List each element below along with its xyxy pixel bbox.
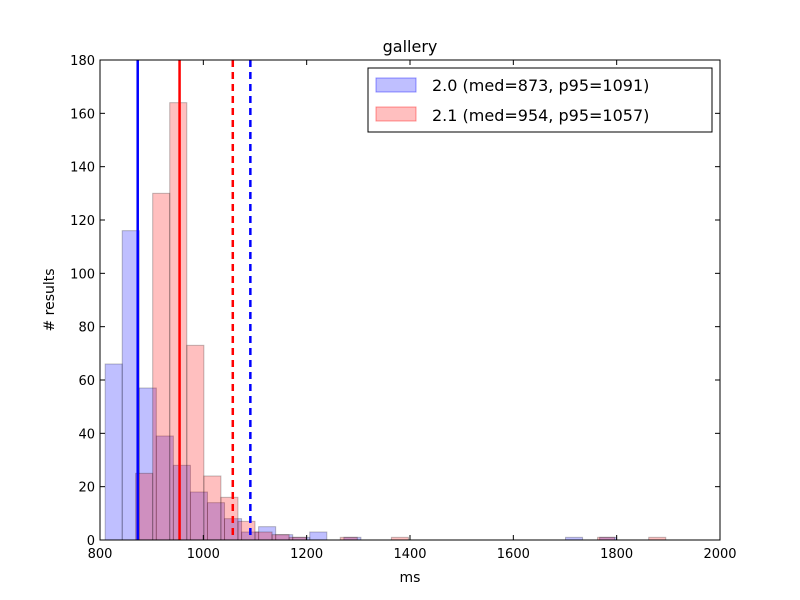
bar-2-1-8 [271,534,290,541]
legend-box [367,67,713,133]
x-tick-label: 1200 [290,547,323,562]
y-tick-label: 100 [70,267,95,282]
y-tick-label: 20 [78,481,95,496]
x-tick-label: 1600 [497,547,530,562]
x-axis-title: ms [400,570,421,586]
y-tick-label: 0 [87,534,95,549]
x-tick-label: 2000 [703,547,736,562]
chart-title: gallery [383,37,438,56]
y-tick-label: 120 [70,214,95,229]
bar-2-1-2 [169,102,188,541]
bar-2-1-1 [152,192,171,541]
x-tick-label: 1400 [393,547,426,562]
legend-swatch-2-1 [375,106,417,122]
bar-2-1-7 [254,531,273,541]
bar-2-1-6 [237,520,256,541]
reference-lines-layer [136,60,252,540]
ticks-layer: 800 1000 1200 1400 1600 1800 2000 0 20 40 60 80 100 1… [70,54,736,562]
y-tick-label: 40 [78,427,95,442]
x-tick-label: 1000 [187,547,220,562]
x-tick-label: 800 [88,547,113,562]
y-tick-label: 60 [78,374,95,389]
y-axis-title: # results [42,268,58,331]
legend-swatch-2-0 [375,77,417,93]
x-tick-label: 1800 [600,547,633,562]
legend-label-2-1: 2.1 (med=954, p95=1057) [432,106,649,125]
legend-label-2-0: 2.0 (med=873, p95=1091) [432,76,649,95]
bar-2-1-4 [203,475,222,541]
legend: 2.0 (med=873, p95=1091) 2.1 (med=954, p9… [367,67,713,133]
bars-layer [104,102,667,541]
bar-2-0-0 [104,363,123,541]
bar-2-1-3 [186,344,205,541]
bar-2-1-5 [220,496,239,541]
y-tick-label: 180 [70,54,95,69]
y-tick-label: 160 [70,107,95,122]
y-tick-label: 140 [70,161,95,176]
bar-2-0-12 [309,531,328,541]
y-tick-label: 80 [78,321,95,336]
